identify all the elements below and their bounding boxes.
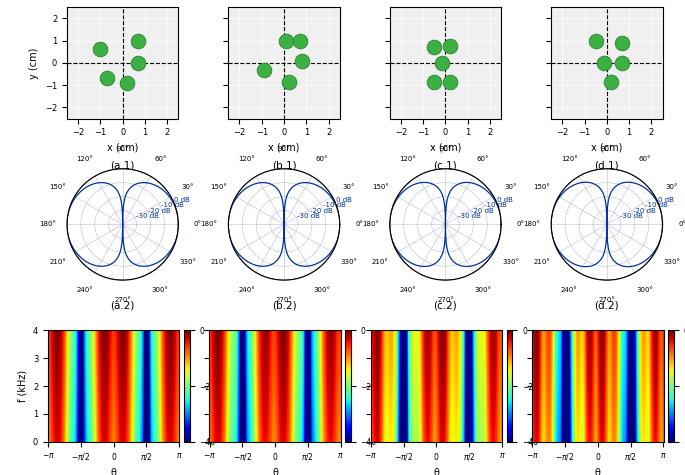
X-axis label: θ: θ [595, 468, 601, 475]
Point [445, 78, 456, 86]
Point [258, 66, 269, 73]
Text: (d.2): (d.2) [595, 300, 619, 310]
Point [590, 37, 601, 44]
X-axis label: x (cm): x (cm) [591, 143, 623, 153]
Text: (a.2): (a.2) [110, 300, 135, 310]
Point [283, 78, 294, 86]
Point [436, 59, 447, 66]
Point [445, 42, 456, 50]
Y-axis label: y (cm): y (cm) [29, 47, 40, 78]
Point [101, 75, 112, 82]
Text: (b.1): (b.1) [272, 161, 297, 171]
Text: (c.2): (c.2) [434, 300, 458, 310]
Point [133, 59, 144, 66]
Text: (a.1): (a.1) [110, 161, 135, 171]
Point [133, 37, 144, 44]
Text: (b.2): (b.2) [272, 300, 297, 310]
X-axis label: θ: θ [272, 468, 278, 475]
X-axis label: x (cm): x (cm) [107, 143, 138, 153]
Point [429, 43, 440, 51]
X-axis label: x (cm): x (cm) [269, 143, 300, 153]
Point [598, 59, 609, 66]
Text: (d.1): (d.1) [595, 161, 619, 171]
Y-axis label: f (kHz): f (kHz) [17, 370, 27, 402]
Point [617, 59, 628, 66]
Point [297, 57, 308, 65]
X-axis label: θ: θ [111, 468, 116, 475]
X-axis label: x (cm): x (cm) [429, 143, 461, 153]
Point [95, 46, 106, 53]
Point [429, 78, 440, 86]
Point [281, 37, 292, 44]
Text: (c.1): (c.1) [434, 161, 458, 171]
Point [122, 79, 133, 87]
Point [617, 39, 628, 47]
X-axis label: θ: θ [434, 468, 440, 475]
Point [606, 78, 616, 86]
Point [294, 37, 305, 44]
